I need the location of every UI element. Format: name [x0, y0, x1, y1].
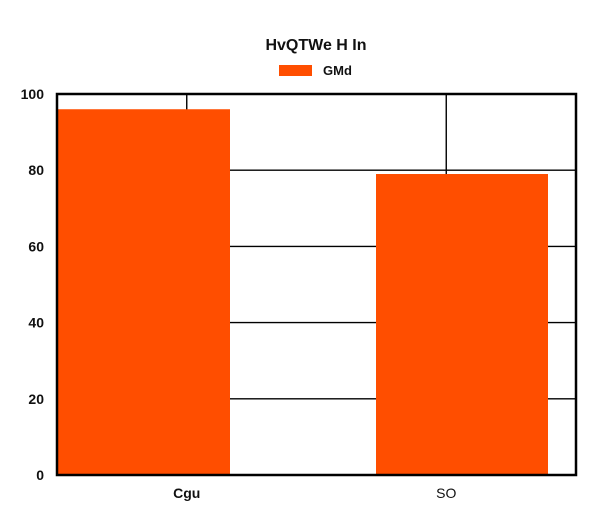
legend: GMd [279, 63, 352, 78]
legend-label-gmd: GMd [323, 63, 352, 78]
x-axis-categories: Cgu SO [173, 485, 456, 501]
x-tick-label-cgu: Cgu [173, 485, 200, 501]
bar-cgu [58, 109, 230, 475]
y-axis-ticks: 0 20 40 60 80 100 [21, 86, 45, 483]
y-tick-label-60: 60 [28, 238, 44, 254]
x-tick-label-so: SO [436, 485, 456, 501]
bars [58, 109, 548, 475]
y-tick-label-100: 100 [21, 86, 45, 102]
chart-title: HvQTWe H In [265, 37, 366, 54]
y-tick-label-80: 80 [28, 162, 44, 178]
y-tick-label-0: 0 [36, 467, 44, 483]
legend-swatch [279, 65, 312, 76]
y-tick-label-40: 40 [28, 315, 44, 331]
y-tick-label-20: 20 [28, 391, 44, 407]
bar-so [376, 174, 548, 475]
